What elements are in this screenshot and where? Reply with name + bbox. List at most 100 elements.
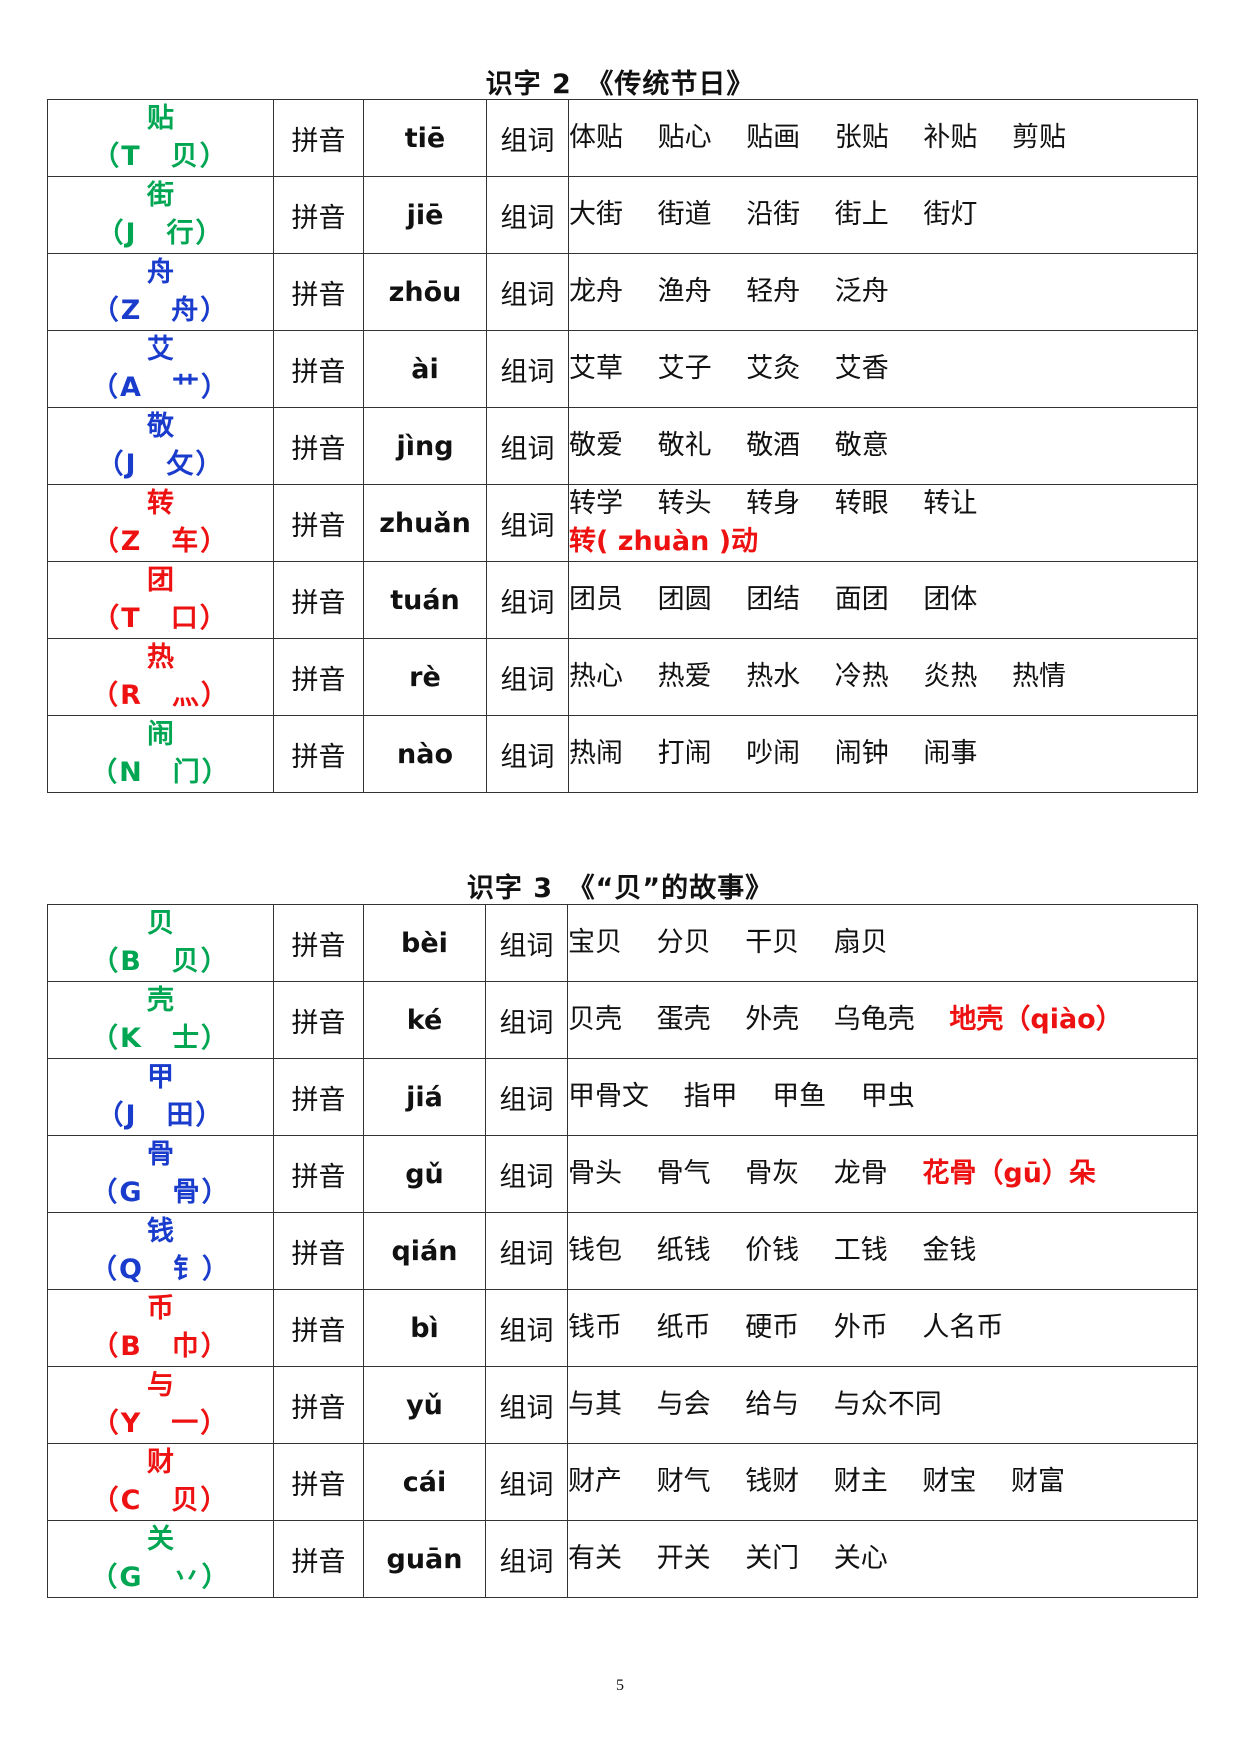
table-row: 艾 （A 艹） 拼音 ài 组词 艾草 艾子 艾灸 艾香 <box>47 330 1198 408</box>
initial-radical-hint: （J 行） <box>96 218 225 249</box>
initial-radical-hint: （Z 舟） <box>91 295 230 326</box>
initial-radical-hint: （T 贝） <box>92 141 229 172</box>
word-list: 体贴 贴心 贴画 张贴 补贴 剪贴 <box>568 99 1198 177</box>
words-label: 组词 <box>485 1443 568 1521</box>
word: 甲虫 <box>860 1081 915 1112</box>
word: 闹事 <box>923 738 978 769</box>
word: 分贝 <box>656 927 711 958</box>
word: 纸钱 <box>656 1235 711 1266</box>
word: 钱币 <box>568 1312 622 1343</box>
table-row: 币 （B 巾） 拼音 bì 组词 钱币 纸币 硬币 外币 人名币 <box>47 1289 1198 1367</box>
pinyin-value: zhōu <box>363 253 487 331</box>
word: 有关 <box>568 1543 622 1574</box>
character-cell: 甲 （J 田） <box>47 1058 274 1136</box>
word: 与其 <box>568 1389 622 1420</box>
word: 团结 <box>746 584 801 615</box>
word-list: 甲骨文 指甲 甲鱼 甲虫 <box>567 1058 1198 1136</box>
table-row: 骨 （G 骨） 拼音 gǔ 组词 骨头 骨气 骨灰 龙骨 花骨（gū）朵 <box>47 1135 1198 1213</box>
word: 炎热 <box>923 661 978 692</box>
word: 硬币 <box>745 1312 800 1343</box>
character: 财 <box>147 1447 174 1478</box>
character: 币 <box>147 1293 174 1324</box>
polyphone-word: 花骨（gū）朵 <box>922 1158 1096 1189</box>
polyphone-word: 地壳（qiào） <box>949 1004 1123 1035</box>
character-cell: 闹 （N 门） <box>47 715 274 793</box>
word-list: 龙舟 渔舟 轻舟 泛舟 <box>568 253 1198 331</box>
word: 给与 <box>745 1389 800 1420</box>
character-cell: 街 （J 行） <box>47 176 274 254</box>
word: 大街 <box>569 199 623 230</box>
character: 与 <box>147 1370 174 1401</box>
character-cell: 币 （B 巾） <box>47 1289 274 1367</box>
word: 开关 <box>656 1543 711 1574</box>
character-cell: 贝 （B 贝） <box>47 904 274 982</box>
word: 热闹 <box>569 738 623 769</box>
word: 热情 <box>1011 661 1066 692</box>
character: 热 <box>147 642 174 673</box>
pinyin-label: 拼音 <box>273 253 364 331</box>
words-label: 组词 <box>485 1058 568 1136</box>
pinyin-value: bì <box>363 1289 486 1367</box>
initial-radical-hint: （N 门） <box>90 757 231 788</box>
character: 贴 <box>147 103 174 134</box>
word: 街道 <box>657 199 712 230</box>
word: 骨灰 <box>745 1158 800 1189</box>
word: 热爱 <box>657 661 712 692</box>
pinyin-label: 拼音 <box>273 715 364 793</box>
pinyin-label: 拼音 <box>273 330 364 408</box>
table-row: 闹 （N 门） 拼音 nào 组词 热闹 打闹 吵闹 闹钟 闹事 <box>47 715 1198 793</box>
word: 龙舟 <box>569 276 623 307</box>
word-list: 热心 热爱 热水 冷热 炎热 热情 <box>568 638 1198 716</box>
character: 骨 <box>147 1139 174 1170</box>
pinyin-label: 拼音 <box>273 1520 364 1598</box>
word: 转眼 <box>834 488 889 519</box>
word: 财产 <box>568 1466 622 1497</box>
word: 转身 <box>746 488 801 519</box>
pinyin-value: jiē <box>363 176 487 254</box>
word: 甲鱼 <box>772 1081 827 1112</box>
word-list: 敬爱 敬礼 敬酒 敬意 <box>568 407 1198 485</box>
pinyin-label: 拼音 <box>273 407 364 485</box>
word: 乌龟壳 <box>833 1004 915 1035</box>
word-list: 与其 与会 给与 与众不同 <box>567 1366 1198 1444</box>
pinyin-label: 拼音 <box>273 638 364 716</box>
character: 关 <box>147 1524 174 1555</box>
word: 艾子 <box>657 353 712 384</box>
character: 敬 <box>147 411 174 442</box>
word: 钱财 <box>745 1466 800 1497</box>
word: 张贴 <box>834 122 889 153</box>
word-list: 贝壳 蛋壳 外壳 乌龟壳 地壳（qiào） <box>567 981 1198 1059</box>
character-cell: 钱 （Q 钅） <box>47 1212 274 1290</box>
page-number: 5 <box>616 1677 624 1694</box>
table-row: 财 （C 贝） 拼音 cái 组词 财产 财气 钱财 财主 财宝 财富 <box>47 1443 1198 1521</box>
word: 闹钟 <box>834 738 889 769</box>
word: 转头 <box>657 488 712 519</box>
pinyin-label: 拼音 <box>273 1058 364 1136</box>
pinyin-label: 拼音 <box>273 1135 364 1213</box>
character: 艾 <box>147 334 174 365</box>
pinyin-value: jìng <box>363 407 487 485</box>
initial-radical-hint: （B 巾） <box>91 1331 230 1362</box>
word: 泛舟 <box>834 276 889 307</box>
initial-radical-hint: （K 士） <box>91 1023 230 1054</box>
word: 打闹 <box>657 738 712 769</box>
words-label: 组词 <box>485 1520 568 1598</box>
character: 街 <box>147 180 174 211</box>
word: 敬爱 <box>569 430 623 461</box>
table-row: 贴 （T 贝） 拼音 tiē 组词 体贴 贴心 贴画 张贴 补贴 剪贴 <box>47 99 1198 177</box>
word: 指甲 <box>683 1081 738 1112</box>
words-label: 组词 <box>485 904 568 982</box>
pinyin-label: 拼音 <box>273 561 364 639</box>
word: 艾香 <box>834 353 889 384</box>
character-cell: 与 （Y 一） <box>47 1366 274 1444</box>
word: 敬酒 <box>746 430 801 461</box>
word: 甲骨文 <box>568 1081 649 1112</box>
pinyin-value: nào <box>363 715 487 793</box>
word-list: 骨头 骨气 骨灰 龙骨 花骨（gū）朵 <box>567 1135 1198 1213</box>
word: 补贴 <box>923 122 978 153</box>
initial-radical-hint: （J 田） <box>96 1100 225 1131</box>
word-list: 财产 财气 钱财 财主 财宝 财富 <box>567 1443 1198 1521</box>
word: 团员 <box>569 584 623 615</box>
word: 沿街 <box>746 199 801 230</box>
initial-radical-hint: （C 贝） <box>91 1485 230 1516</box>
